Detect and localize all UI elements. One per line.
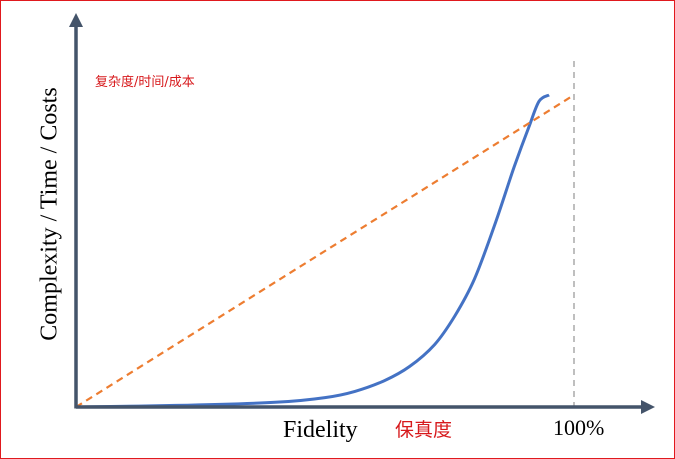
x-axis-label-cn: 保真度 [395,419,453,441]
y-axis-arrowhead [69,13,83,27]
series-exponential-curve [75,93,550,409]
x-axis-label: Fidelity [283,417,358,443]
y-axis-label: Complexity / Time / Costs [36,87,63,341]
x-tick-label-100: 100% [553,415,605,440]
series-linear-dashed-line [75,94,575,408]
x-axis-arrowhead [641,400,655,414]
y-axis-label-cn: 复杂度/时间/成本 [95,75,195,90]
